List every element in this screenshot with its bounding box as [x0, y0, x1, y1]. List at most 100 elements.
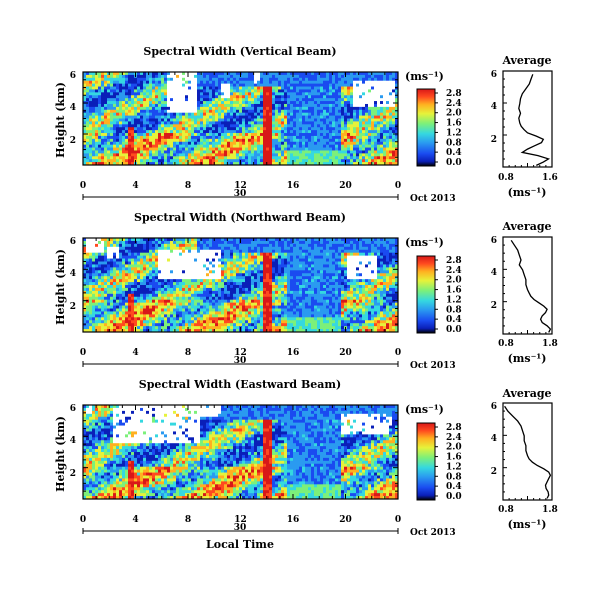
heatmap-cell	[287, 95, 290, 98]
heatmap-cell	[383, 127, 386, 130]
heatmap-cell	[272, 84, 275, 87]
heatmap-cell	[281, 78, 284, 81]
heatmap-cell	[119, 311, 122, 314]
heatmap-cell	[296, 153, 299, 156]
heatmap-cell	[296, 87, 299, 90]
heatmap-cell	[191, 104, 194, 107]
heatmap-cell	[152, 300, 155, 303]
heatmap-cell	[125, 89, 128, 92]
heatmap-cell	[137, 159, 140, 162]
heatmap-cell	[128, 300, 131, 303]
heatmap-cell	[242, 89, 245, 92]
heatmap-cell	[209, 317, 212, 320]
heatmap-cell	[95, 259, 98, 262]
heatmap-cell	[365, 95, 368, 98]
heatmap-cell	[362, 107, 365, 110]
heatmap-cell	[179, 320, 182, 323]
heatmap-cell	[143, 267, 146, 270]
heatmap-cell	[305, 121, 308, 124]
heatmap-cell	[308, 127, 311, 130]
heatmap-cell	[197, 253, 200, 256]
heatmap-cell	[128, 311, 131, 314]
heatmap-cell	[176, 136, 179, 139]
heatmap-cell	[389, 107, 392, 110]
heatmap-cell	[215, 294, 218, 297]
heatmap-cell	[257, 116, 260, 119]
heatmap-cell	[275, 124, 278, 127]
heatmap-cell	[110, 136, 113, 139]
heatmap-cell	[278, 139, 281, 142]
heatmap-cell	[119, 156, 122, 159]
heatmap-cell	[152, 291, 155, 294]
heatmap-cell	[197, 241, 200, 244]
heatmap-cell	[332, 119, 335, 122]
heatmap-cell	[143, 291, 146, 294]
heatmap-cell	[353, 156, 356, 159]
heatmap-cell	[215, 303, 218, 306]
heatmap-cell	[125, 311, 128, 314]
heatmap-cell	[365, 139, 368, 142]
heatmap-cell	[128, 116, 131, 119]
heatmap-cell	[92, 107, 95, 110]
heatmap-cell	[140, 256, 143, 259]
heatmap-cell	[107, 253, 110, 256]
heatmap-cell	[149, 320, 152, 323]
heatmap-cell	[242, 104, 245, 107]
heatmap-cell	[164, 317, 167, 320]
heatmap-cell	[146, 253, 149, 256]
heatmap-cell	[206, 98, 209, 101]
heatmap-cell	[212, 107, 215, 110]
heatmap-cell	[302, 136, 305, 139]
heatmap-cell	[95, 247, 98, 250]
heatmap-cell	[173, 311, 176, 314]
heatmap-cell	[224, 104, 227, 107]
heatmap-cell	[155, 253, 158, 256]
heatmap-cell	[314, 142, 317, 145]
heatmap-cell	[248, 75, 251, 78]
heatmap-cell	[203, 291, 206, 294]
heatmap-cell	[203, 288, 206, 291]
heatmap-cell	[161, 127, 164, 130]
heatmap-cell	[161, 113, 164, 116]
heatmap-cell	[89, 98, 92, 101]
heatmap-cell	[161, 104, 164, 107]
heatmap-cell	[305, 81, 308, 84]
heatmap-cell	[95, 288, 98, 291]
heatmap-cell	[185, 259, 188, 262]
heatmap-cell	[392, 110, 395, 113]
heatmap-cell	[353, 98, 356, 101]
heatmap-cell	[173, 326, 176, 329]
heatmap-cell	[335, 113, 338, 116]
heatmap-cell	[242, 98, 245, 101]
heatmap-cell	[221, 116, 224, 119]
heatmap-cell	[317, 127, 320, 130]
heatmap-cell	[209, 244, 212, 247]
heatmap-cell	[320, 81, 323, 84]
heatmap-cell	[353, 142, 356, 145]
heatmap-cell	[92, 311, 95, 314]
heatmap-cell	[275, 110, 278, 113]
heatmap-cell	[221, 133, 224, 136]
heatmap-cell	[173, 113, 176, 116]
heatmap-cell	[224, 75, 227, 78]
heatmap-cell	[89, 288, 92, 291]
heatmap-cell	[200, 306, 203, 309]
heatmap-cell	[332, 104, 335, 107]
heatmap-cell	[194, 148, 197, 151]
heatmap-cell	[230, 92, 233, 95]
heatmap-cell	[242, 142, 245, 145]
heatmap-cell	[302, 89, 305, 92]
heatmap-cell	[197, 262, 200, 265]
heatmap-cell	[194, 119, 197, 122]
heatmap-cell	[101, 297, 104, 300]
heatmap-cell	[365, 107, 368, 110]
heatmap-cell	[368, 78, 371, 81]
heatmap-cell	[113, 297, 116, 300]
heatmap-cell	[344, 113, 347, 116]
heatmap-cell	[233, 116, 236, 119]
heatmap-cell	[110, 285, 113, 288]
heatmap-cell	[302, 133, 305, 136]
heatmap-cell	[179, 285, 182, 288]
heatmap-cell	[275, 84, 278, 87]
heatmap-cell	[194, 113, 197, 116]
